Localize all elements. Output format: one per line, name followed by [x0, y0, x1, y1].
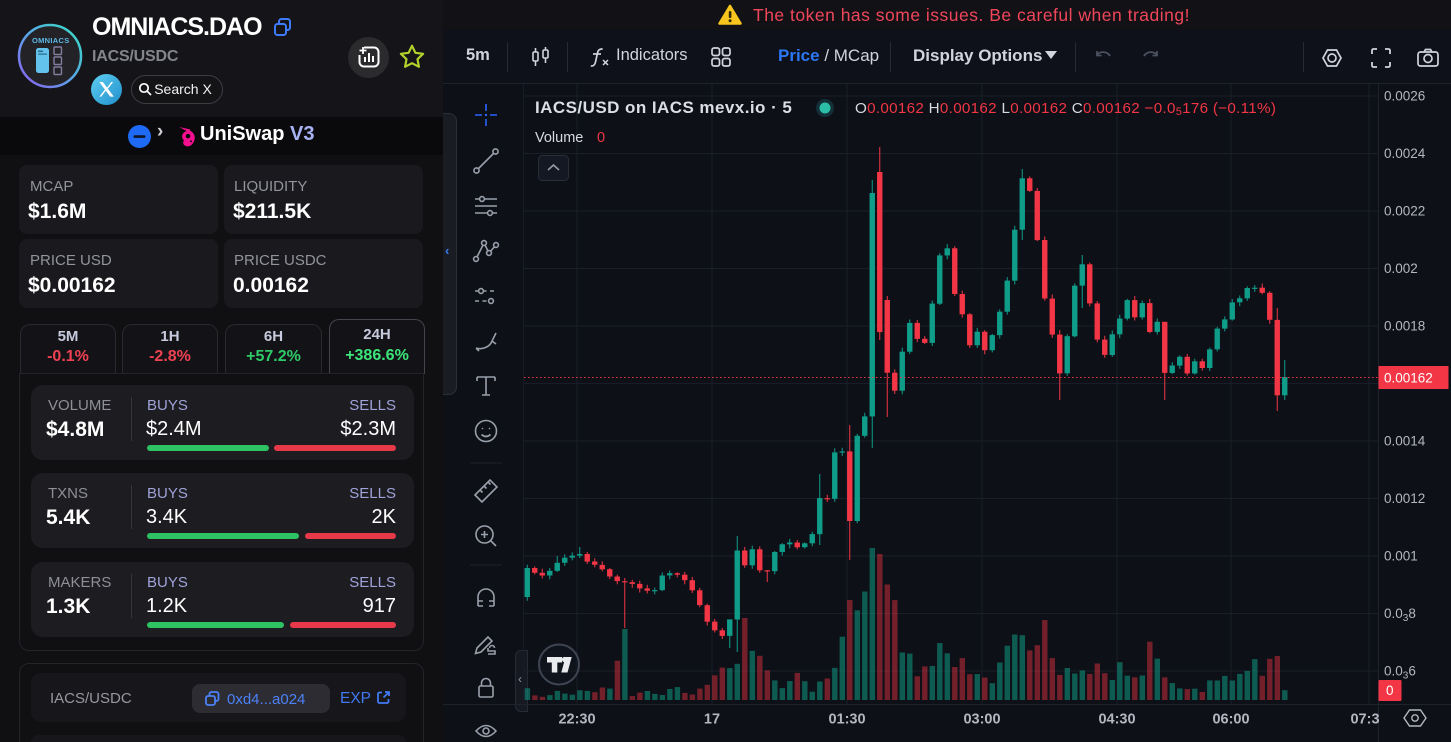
svg-text:22:30: 22:30	[558, 712, 595, 728]
svg-text:0.0014: 0.0014	[1384, 434, 1426, 449]
svg-text:0.00162: 0.00162	[1384, 371, 1433, 386]
svg-text:0.0018: 0.0018	[1384, 319, 1425, 334]
svg-text:OMNIACS: OMNIACS	[32, 36, 70, 45]
svg-text:06:00: 06:00	[1212, 712, 1249, 728]
svg-text:0.0026: 0.0026	[1384, 89, 1425, 104]
svg-text:17: 17	[704, 712, 720, 728]
svg-text:0.0022: 0.0022	[1384, 204, 1425, 219]
svg-text:07:3: 07:3	[1350, 712, 1379, 728]
svg-text:0.0024: 0.0024	[1384, 146, 1426, 161]
svg-text:0.001: 0.001	[1384, 549, 1418, 564]
svg-text:03:00: 03:00	[963, 712, 1000, 728]
svg-text:01:30: 01:30	[828, 712, 865, 728]
svg-text:0.038: 0.038	[1384, 606, 1416, 624]
svg-text:0.002: 0.002	[1384, 261, 1418, 276]
svg-text:Volume: Volume	[535, 130, 583, 146]
svg-text:0: 0	[1386, 683, 1394, 698]
svg-text:0: 0	[597, 130, 605, 146]
svg-text:04:30: 04:30	[1098, 712, 1135, 728]
svg-text:O0.00162 H0.00162 L0.00162: O0.00162 H0.00162 L0.00162 C0.00162 −0.0…	[855, 100, 1276, 118]
svg-text:IACS/USD on IACS mevx.io · 5: IACS/USD on IACS mevx.io · 5	[535, 98, 792, 117]
svg-text:0.036: 0.036	[1384, 664, 1416, 682]
svg-text:0.0012: 0.0012	[1384, 491, 1425, 506]
